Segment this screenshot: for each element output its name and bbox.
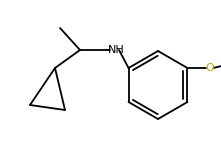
Text: NH: NH [108,45,124,55]
Text: O: O [205,63,214,73]
